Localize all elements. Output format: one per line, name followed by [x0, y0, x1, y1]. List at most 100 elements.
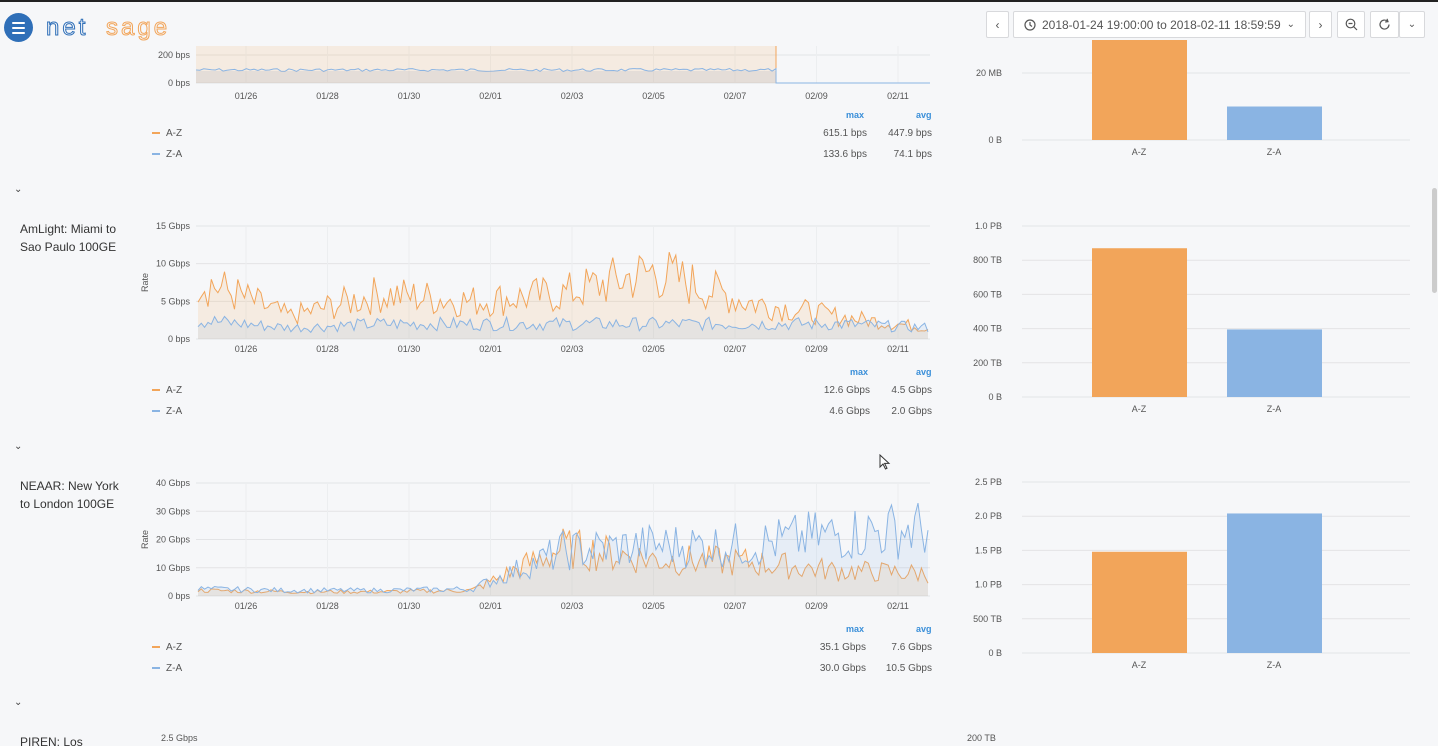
- page-scrollbar[interactable]: [1432, 188, 1437, 293]
- legend-max-header: max: [850, 367, 869, 377]
- hamburger-icon: [12, 22, 25, 24]
- chevron-left-icon: ‹: [995, 17, 1000, 32]
- row-collapse-chevron-icon[interactable]: ⌄: [14, 697, 23, 708]
- refresh-icon: [1379, 18, 1390, 30]
- legend-label: A-Z: [166, 385, 183, 396]
- x-tick-label: 01/28: [316, 344, 339, 354]
- x-tick-label: 02/01: [479, 601, 502, 611]
- x-tick-label: 02/03: [561, 601, 584, 611]
- legend-item-az[interactable]: A-Z: [152, 642, 182, 653]
- legend-label: Z-A: [166, 149, 183, 160]
- time-forward-button[interactable]: ›: [1309, 11, 1332, 38]
- legend-swatch-za: [152, 153, 160, 156]
- series-area-z-a: [198, 316, 928, 339]
- series-line-a-z: [197, 252, 929, 332]
- y-tick-label: 20 Gbps: [156, 535, 191, 545]
- x-tick-label: 01/30: [398, 91, 421, 101]
- bar-z-a: [1227, 106, 1322, 140]
- series-line-z-a: [195, 67, 930, 84]
- y-tick-label: 10 Gbps: [156, 259, 191, 269]
- legend-max-value: 4.6 Gbps: [829, 406, 870, 417]
- row-2-title: NEAAR: New York to London 100GE: [20, 479, 119, 511]
- legend-max-header: max: [846, 110, 865, 120]
- legend-swatch-az: [152, 646, 160, 649]
- x-tick-label: 01/28: [316, 91, 339, 101]
- legend-swatch-za: [152, 410, 160, 413]
- y-tick-label: 20 MB: [976, 68, 1002, 78]
- legend-item-az[interactable]: A-Z: [152, 385, 182, 396]
- y-tick-label: 0 bps: [168, 78, 191, 88]
- x-tick-label: 02/07: [724, 91, 747, 101]
- legend-item-za[interactable]: Z-A: [152, 663, 182, 674]
- hamburger-icon-bar: [12, 27, 25, 29]
- bar-a-z: [1092, 40, 1187, 140]
- x-tick-label: 01/30: [398, 601, 421, 611]
- legend-avg-header: avg: [916, 367, 932, 377]
- y-tick-label: 200 bps: [158, 50, 191, 60]
- x-tick-label: 01/28: [316, 601, 339, 611]
- y-axis-label: Rate: [140, 273, 150, 292]
- y-tick-label: 15 Gbps: [156, 221, 191, 231]
- legend-avg-value: 2.0 Gbps: [891, 406, 932, 417]
- row-collapse-chevron-icon[interactable]: ⌄: [14, 441, 23, 452]
- row-0-rate-chart[interactable]: 200 bps 0 bps 01/26 01/28 01/30 02/01 02/03 02/…: [140, 46, 940, 106]
- legend-label: Z-A: [166, 663, 183, 674]
- legend-swatch-az: [152, 132, 160, 135]
- x-tick-label: 01/26: [235, 91, 258, 101]
- chevron-right-icon: ›: [1318, 17, 1323, 32]
- legend-max-value: 133.6 bps: [823, 149, 867, 160]
- x-tick-label: 02/09: [805, 91, 828, 101]
- x-tick-label: 02/09: [805, 601, 828, 611]
- y-tick-label: 400 TB: [973, 324, 1002, 334]
- netsage-logo[interactable]: net sage: [46, 15, 212, 41]
- x-tick-label: 02/11: [887, 601, 909, 611]
- x-tick-label: 02/01: [479, 91, 502, 101]
- row-1-timeseries-panel: 15 Gbps 10 Gbps 5 Gbps 0 bps 01/26 01/28 01/30…: [140, 216, 940, 426]
- y-tick-label: 30 Gbps: [156, 506, 191, 516]
- clock-icon: [1024, 18, 1036, 31]
- legend-max-value: 615.1 bps: [823, 128, 867, 139]
- legend-item-za[interactable]: Z-A: [152, 406, 182, 417]
- time-range-label: 2018-01-24 19:00:00 to 2018-02-11 18:59:…: [1041, 17, 1281, 32]
- legend-item-az[interactable]: A-Z: [152, 128, 182, 139]
- refresh-interval-dropdown[interactable]: ⌄: [1399, 11, 1425, 38]
- row-0-volume-bar-chart[interactable]: 40 MB20 MB0 BA-ZZ-A: [950, 40, 1410, 160]
- x-tick-label: 02/01: [479, 344, 502, 354]
- row-1-volume-bar-chart[interactable]: 1.0 PB 800 TB 600 TB 400 TB 200 TB 0 B A-Z Z-A: [950, 218, 1410, 418]
- time-back-button[interactable]: ‹: [986, 11, 1009, 38]
- x-tick-label: Z-A: [1267, 404, 1282, 414]
- x-tick-label: 02/05: [642, 601, 665, 611]
- y-tick-label: 2.0 PB: [975, 511, 1002, 521]
- logo-net: net: [46, 15, 88, 41]
- x-tick-label: 01/30: [398, 344, 421, 354]
- x-tick-label: 02/07: [724, 601, 747, 611]
- y-tick-label: 800 TB: [973, 255, 1002, 265]
- row-1-title: AmLight: Miami to Sao Paulo 100GE: [20, 222, 117, 254]
- zoom-out-button[interactable]: [1337, 11, 1365, 38]
- window-top-border: [0, 0, 1438, 2]
- y-tick-label: 5 Gbps: [161, 296, 191, 306]
- row-2-rate-chart[interactable]: 40 Gbps 30 Gbps 20 Gbps 10 Gbps 0 bps 01/26 01…: [140, 473, 940, 613]
- row-3-y-tick: 2.5 Gbps: [161, 733, 198, 743]
- x-tick-label: 02/03: [561, 344, 584, 354]
- legend-max-value: 35.1 Gbps: [819, 642, 866, 653]
- bar-z-a: [1227, 513, 1322, 653]
- legend-swatch-az: [152, 389, 160, 392]
- row-1-rate-chart[interactable]: 15 Gbps 10 Gbps 5 Gbps 0 bps 01/26 01/28 01/30…: [140, 216, 940, 356]
- menu-button[interactable]: [4, 13, 33, 42]
- row-collapse-chevron-icon[interactable]: ⌄: [14, 184, 23, 195]
- x-tick-label: 02/05: [642, 344, 665, 354]
- chevron-down-icon: ⌄: [1286, 19, 1296, 30]
- series-line-z-a: [197, 502, 929, 594]
- refresh-button[interactable]: [1370, 11, 1399, 38]
- legend-label: Z-A: [166, 406, 183, 417]
- legend-avg-value: 74.1 bps: [893, 149, 932, 160]
- bar-a-z: [1092, 248, 1187, 397]
- time-range-button[interactable]: 2018-01-24 19:00:00 to 2018-02-11 18:59:…: [1013, 11, 1306, 38]
- x-tick-label: 02/11: [887, 91, 909, 101]
- row-0-timeseries-panel: 200 bps 0 bps 01/26 01/28 01/30 02/01 02/03 02/…: [140, 46, 940, 166]
- series-area-a-z: [198, 528, 928, 596]
- x-tick-label: 02/11: [887, 344, 909, 354]
- legend-item-za[interactable]: Z-A: [152, 149, 182, 160]
- row-2-volume-bar-chart[interactable]: 2.5 PB 2.0 PB 1.5 PB 1.0 PB 500 TB 0 B A-Z Z-A: [950, 474, 1410, 674]
